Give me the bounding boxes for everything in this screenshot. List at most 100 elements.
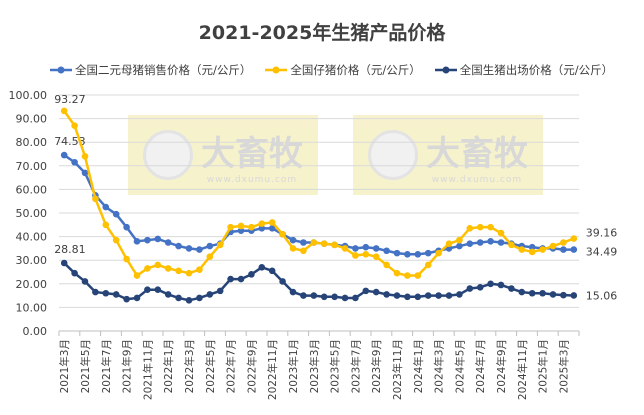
data-point [258, 220, 266, 227]
data-point [279, 230, 286, 238]
data-point [352, 294, 359, 302]
legend-item-piglet: 全国仔猪价格（元/公斤） [265, 62, 421, 78]
data-point [435, 292, 442, 299]
data-point [144, 265, 151, 272]
data-point [404, 272, 411, 279]
data-point [112, 210, 120, 218]
data-point [414, 272, 422, 279]
data-point [497, 229, 505, 237]
data-point [60, 107, 68, 115]
y-tick-label: 30.00 [16, 254, 48, 267]
data-point [289, 288, 297, 296]
x-tick-label: 2023年7月 [349, 339, 362, 393]
data-point [487, 280, 494, 288]
x-tick-label: 2022年9月 [245, 339, 258, 393]
data-point [310, 239, 318, 246]
y-tick-label: 10.00 [16, 301, 48, 314]
data-point [570, 292, 578, 299]
data-point [341, 294, 349, 302]
x-tick-label: 2024年3月 [433, 339, 446, 393]
data-point [196, 246, 203, 253]
series-line [63, 262, 574, 302]
x-tick-label: 2023年5月 [329, 339, 342, 393]
data-point [383, 291, 390, 298]
data-point [497, 239, 505, 246]
y-tick-label: 80.00 [16, 136, 48, 149]
data-point [154, 286, 162, 294]
data-point [372, 288, 380, 296]
data-point [154, 261, 162, 269]
data-point [164, 291, 172, 298]
x-tick-label: 2024年7月 [474, 339, 487, 393]
data-point [175, 294, 182, 302]
data-point [476, 223, 484, 231]
data-point [362, 251, 370, 258]
watermark: 大畜牧 www.dxumu.com [353, 115, 543, 195]
data-point [497, 281, 505, 289]
data-point [445, 240, 453, 247]
data-point [393, 269, 401, 277]
watermark-logo-icon [143, 130, 193, 180]
data-point [92, 195, 99, 203]
data-point [414, 293, 422, 301]
y-tick-label: 0.00 [23, 325, 48, 338]
data-label: 34.49 [586, 246, 618, 259]
data-point [102, 221, 110, 229]
y-tick-label: 40.00 [16, 231, 48, 244]
data-point [570, 235, 578, 242]
data-point [206, 253, 214, 260]
data-label: 28.81 [54, 243, 85, 256]
legend-label: 全国仔猪价格（元/公斤） [290, 63, 421, 77]
x-tick-label: 2024年11月 [516, 339, 529, 400]
data-point [112, 291, 120, 298]
data-point [81, 153, 89, 160]
x-tick-label: 2021年7月 [100, 339, 113, 393]
data-point [528, 289, 536, 297]
data-point [393, 249, 401, 257]
data-point [185, 245, 193, 252]
data-point [320, 240, 328, 247]
data-point [60, 151, 68, 159]
y-tick-label: 60.00 [16, 183, 48, 196]
data-point [528, 243, 536, 251]
data-point [424, 261, 432, 269]
data-point [508, 241, 515, 249]
x-tick-label: 2023年11月 [391, 339, 404, 400]
legend-item-sow: 全国二元母猪销售价格（元/公斤） [50, 62, 251, 78]
data-point [164, 239, 172, 246]
data-point [175, 242, 182, 250]
data-point [424, 292, 432, 299]
data-point [133, 238, 141, 245]
data-point [196, 294, 203, 302]
data-point [206, 242, 214, 250]
data-point [393, 292, 401, 299]
data-point [123, 295, 130, 303]
watermark: 大畜牧 www.dxumu.com [128, 115, 318, 195]
data-point [310, 292, 318, 299]
data-point [123, 223, 130, 231]
data-point [518, 246, 526, 253]
data-label: 39.16 [586, 227, 618, 240]
data-point [487, 223, 494, 231]
data-point [466, 240, 474, 247]
chart-title: 2021-2025年生猪产品价格 [198, 22, 446, 44]
data-point [508, 285, 515, 292]
x-tick-label: 2023年3月 [308, 339, 321, 393]
x-tick-label: 2023年9月 [370, 339, 383, 393]
data-point [528, 248, 536, 256]
data-point [435, 249, 442, 257]
data-point [341, 245, 349, 252]
data-point [300, 247, 307, 255]
data-point [289, 236, 297, 244]
data-point [383, 247, 390, 255]
x-tick-label: 2021年11月 [141, 339, 154, 400]
data-point [144, 236, 151, 244]
watermark-url: www.dxumu.com [431, 174, 523, 185]
data-point [71, 122, 78, 129]
data-point [268, 219, 276, 226]
data-point [518, 288, 526, 296]
x-tick-label: 2021年3月 [58, 339, 71, 393]
x-tick-label: 2022年1月 [162, 339, 175, 393]
data-point [549, 291, 557, 298]
